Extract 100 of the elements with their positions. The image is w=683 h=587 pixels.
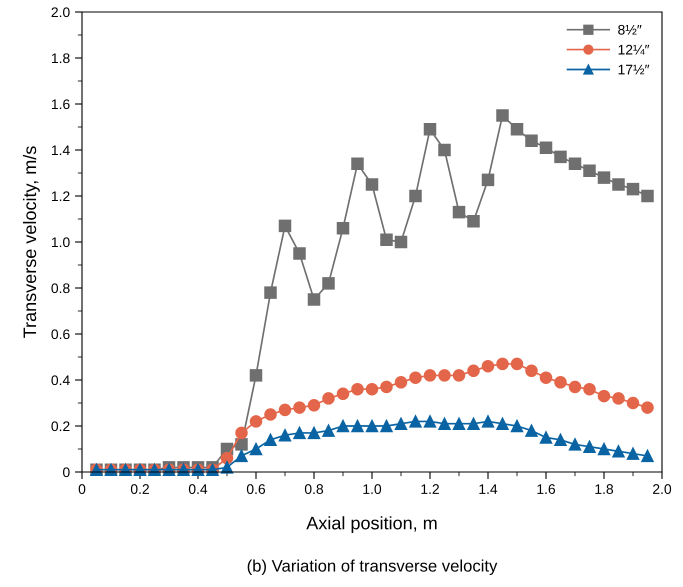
- point: [626, 182, 640, 196]
- point: [482, 415, 494, 428]
- point: [409, 190, 422, 202]
- x-tick-label: 0: [78, 484, 86, 494]
- point: [510, 420, 524, 432]
- y-tick-label: 1.4: [52, 145, 70, 156]
- point: [482, 360, 494, 372]
- point: [626, 396, 640, 410]
- text: (b) Variation of transverse velocity: [248, 559, 498, 575]
- y-axis-title: Transverse velocity, m/s: [22, 146, 40, 338]
- point: [366, 382, 378, 396]
- point: [496, 417, 509, 430]
- point: [554, 434, 567, 446]
- point: [394, 417, 408, 430]
- point: [482, 174, 494, 186]
- point: [336, 222, 350, 234]
- x-tick-label: 2.0: [653, 484, 672, 494]
- point: [424, 415, 436, 428]
- x-tick-label: 1.6: [537, 484, 556, 494]
- point: [554, 376, 567, 389]
- point: [322, 277, 335, 290]
- point: [583, 382, 596, 396]
- point: [598, 442, 610, 456]
- point: [220, 452, 234, 464]
- point: [540, 141, 552, 154]
- point: [626, 447, 640, 460]
- point: [598, 390, 610, 402]
- point: [322, 392, 335, 405]
- point: [438, 144, 451, 156]
- point: [293, 401, 306, 414]
- point: [467, 215, 480, 228]
- point: [583, 164, 596, 177]
- point: [250, 369, 262, 382]
- point: [409, 371, 422, 384]
- point: [540, 431, 552, 444]
- x-tick-label: 1.8: [595, 484, 614, 494]
- point: [308, 426, 320, 440]
- point: [452, 417, 466, 430]
- point: [366, 420, 378, 432]
- x-tick-label: 0.6: [246, 484, 266, 494]
- point: [235, 426, 248, 440]
- legend-label: 17½″: [618, 64, 650, 74]
- x-axis-title: Axial position, m: [306, 516, 437, 534]
- point: [351, 420, 364, 432]
- y-tick-label: 1.6: [52, 99, 70, 110]
- point: [308, 399, 320, 412]
- point: [293, 426, 306, 440]
- x-tick-label: 1.0: [363, 484, 382, 494]
- point: [641, 401, 654, 414]
- point: [351, 158, 364, 170]
- point: [612, 445, 625, 458]
- point: [235, 438, 248, 451]
- point: [322, 424, 335, 437]
- point: [424, 369, 436, 382]
- y-tick-label: 0.2: [51, 421, 70, 432]
- point: [540, 371, 552, 384]
- point: [641, 190, 654, 202]
- point: [380, 233, 393, 246]
- point: [394, 236, 408, 248]
- point: [612, 392, 625, 405]
- y-tick-label: 0.4: [51, 375, 70, 386]
- legend-label: 12¼″: [618, 44, 650, 55]
- point: [366, 178, 378, 191]
- point: [525, 424, 538, 437]
- point: [380, 420, 393, 432]
- point: [612, 178, 625, 191]
- point: [467, 364, 480, 378]
- y-tick-label: 0: [63, 467, 70, 478]
- point: [496, 109, 509, 122]
- point: [496, 358, 509, 370]
- point: [438, 369, 451, 382]
- point: [336, 388, 350, 400]
- point: [336, 420, 350, 432]
- point: [264, 434, 277, 446]
- point: [598, 171, 610, 184]
- point: [380, 380, 393, 394]
- point: [510, 123, 524, 136]
- point: [394, 376, 408, 389]
- x-tick-label: 0.8: [304, 484, 324, 494]
- x-tick-label: 0.2: [130, 484, 149, 494]
- point: [264, 286, 277, 299]
- point: [235, 450, 248, 462]
- point: [641, 450, 654, 462]
- point: [264, 408, 277, 421]
- x-tick-label: 1.4: [479, 484, 498, 494]
- point: [467, 417, 480, 430]
- point: [250, 415, 262, 428]
- y-tick-label: 1.2: [52, 191, 70, 202]
- point: [438, 417, 451, 430]
- x-tick-label: 1.2: [421, 484, 439, 494]
- legend-label: 8½″: [618, 24, 642, 35]
- point: [278, 220, 292, 232]
- point: [278, 428, 292, 442]
- point: [525, 364, 538, 378]
- y-tick-label: 1.0: [52, 237, 70, 248]
- point: [278, 404, 292, 416]
- point: [525, 134, 538, 148]
- point: [424, 123, 436, 136]
- point: [554, 150, 567, 164]
- point: [409, 415, 422, 428]
